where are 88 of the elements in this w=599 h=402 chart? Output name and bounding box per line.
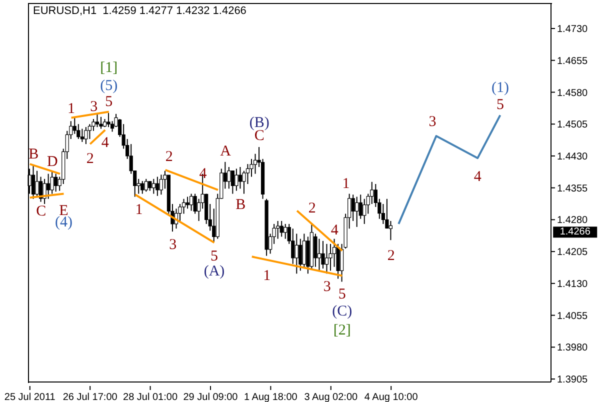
candlestick: [152, 178, 156, 194]
annotation: [2]: [333, 322, 351, 339]
x-tick-label: 4 Aug 10:00: [364, 392, 418, 402]
candlestick: [332, 238, 336, 268]
annotation: 2: [165, 148, 173, 165]
annotation: (A): [204, 264, 225, 280]
annotation: 4: [330, 222, 339, 239]
annotation: 2: [86, 150, 94, 167]
candlestick: [80, 128, 84, 142]
text: 1.4266: [560, 226, 591, 238]
x-tick-label: 28 Jul 01:00: [123, 392, 178, 402]
annotation: 2: [308, 200, 316, 217]
candlestick: [186, 196, 190, 210]
x-tick-label: 29 Jul 09:00: [183, 392, 238, 402]
annotation: [1]: [100, 60, 118, 76]
y-tick-label: 1.3905: [557, 374, 588, 386]
annotation: 5: [338, 286, 346, 302]
y-tick-label: 1.4430: [557, 152, 588, 163]
candlestick: [144, 178, 148, 192]
candlestick: [140, 180, 144, 194]
candlestick: [294, 233, 298, 274]
annotation: 3: [90, 99, 98, 116]
candlestick: [280, 220, 284, 238]
y-tick-label: 1.4205: [557, 247, 588, 258]
annotation: 3: [428, 114, 436, 130]
line-series: [398, 114, 502, 225]
x-tick-label: 1 Aug 18:00: [244, 392, 298, 402]
annotation: 1: [263, 268, 271, 284]
candlestick: [189, 193, 194, 212]
y-tick-label: 1.4730: [557, 24, 588, 36]
annotation: D: [47, 154, 58, 170]
annotation: 4: [474, 168, 482, 185]
annotation: A: [220, 144, 232, 160]
annotation: (1): [491, 80, 509, 96]
annotation: 5: [496, 96, 504, 113]
candlestick: [321, 240, 325, 270]
annotation: 5: [210, 248, 218, 265]
x-tick-label: 26 Jul 17:00: [62, 392, 118, 402]
candlestick: [54, 173, 58, 192]
candlestick: [328, 243, 332, 272]
y-tick-label: 1.4055: [557, 310, 588, 322]
annotation: (C): [332, 303, 352, 320]
candlestick: [148, 180, 152, 192]
annotation: 1: [68, 100, 76, 117]
x-tick-label: 3 Aug 02:00: [304, 392, 358, 402]
candlestick: [84, 126, 88, 145]
annotation: 4: [101, 134, 110, 151]
candlestick: [317, 238, 322, 272]
candlestick: [106, 112, 110, 128]
annotation: 5: [105, 94, 113, 110]
x-tick-label: 25 Jul 2011: [4, 392, 56, 402]
annotation: 1: [342, 176, 350, 192]
candlestick: [46, 173, 50, 200]
candlestick: [230, 170, 234, 194]
annotation: (5): [100, 78, 118, 94]
annotation: C: [36, 204, 46, 220]
y-tick-label: 1.4130: [557, 278, 588, 290]
candlestick: [234, 168, 238, 192]
candlestick: [302, 233, 306, 270]
candlestick: [362, 198, 366, 224]
candlestick: [156, 176, 160, 196]
candlestick: [99, 116, 103, 130]
annotation: B: [28, 146, 39, 163]
annotation: 3: [323, 278, 331, 295]
candlestick: [381, 203, 385, 224]
annotation: B: [236, 196, 246, 213]
candlestick: [238, 166, 242, 190]
candlestick: [31, 165, 36, 200]
candlestick: [388, 220, 393, 241]
candlestick: [95, 113, 100, 128]
candlestick: [336, 243, 340, 280]
y-tick-label: 1.4655: [557, 56, 588, 67]
y-tick-label: 1.4280: [557, 215, 588, 226]
candlestick: [314, 233, 318, 268]
y-tick-label: 1.4505: [557, 120, 588, 131]
candlestick: [284, 223, 288, 240]
annotation: 4: [199, 166, 208, 182]
candlestick: [35, 170, 39, 198]
annotation: 2: [387, 248, 395, 264]
y-tick-label: 1.4355: [557, 183, 588, 194]
candlestick: [324, 243, 329, 274]
y-tick-label: 1.4580: [557, 88, 588, 99]
candlestick: [159, 174, 163, 196]
y-tick-label: 1.3980: [557, 342, 588, 354]
annotation: 3: [169, 236, 177, 253]
candlestick: [355, 196, 359, 228]
chart-title: EURUSD,H1 1.4259 1.4277 1.4232 1.4266: [33, 5, 246, 17]
annotation: 1: [135, 202, 143, 218]
